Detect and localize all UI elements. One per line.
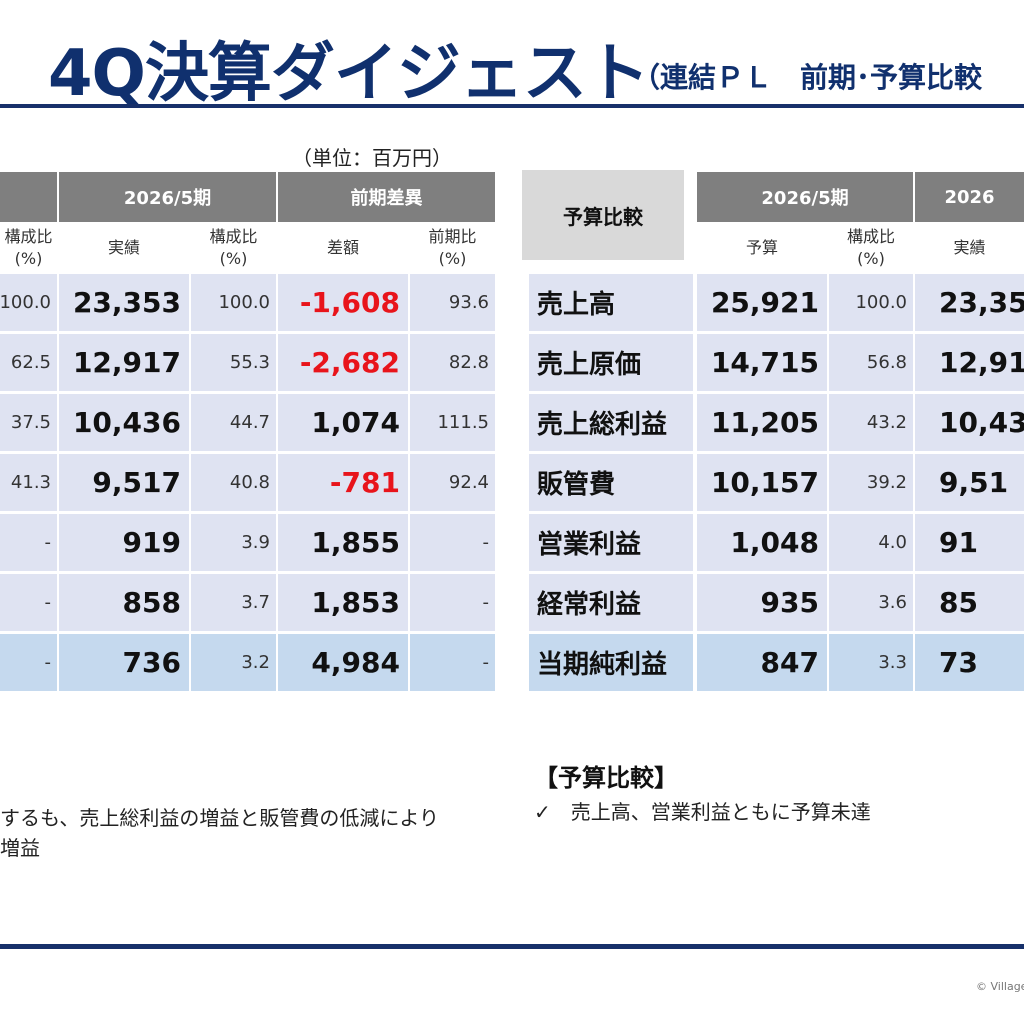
right-cell-label: 経常利益 [529, 574, 693, 631]
right-cell-budget: 847 [697, 634, 827, 691]
left-cell-prev-ratio: - [0, 514, 57, 571]
left-subheader-prev-ratio: 構成比 (%) [0, 224, 57, 272]
note-line-1: するも、売上総利益の増益と販管費の低減により [0, 806, 439, 830]
left-cell-actual: 12,917 [59, 334, 189, 391]
right-cell-budget: 10,157 [697, 454, 827, 511]
left-cell-prev-ratio: 37.5 [0, 394, 57, 451]
right-header-prev: 2026 [915, 172, 1024, 222]
left-subheader-ratio: 構成比 (%) [191, 224, 276, 272]
right-cell-label: 売上高 [529, 274, 693, 331]
right-cell-label: 営業利益 [529, 514, 693, 571]
left-cell-ratio: 3.9 [191, 514, 276, 571]
left-cell-yoy: - [410, 574, 495, 631]
left-cell-diff: -1,608 [278, 274, 408, 331]
left-cell-actual: 919 [59, 514, 189, 571]
left-header-prev [0, 172, 57, 222]
left-cell-ratio: 3.7 [191, 574, 276, 631]
right-cell-actual: 9,51 [915, 454, 1024, 511]
top-rule [0, 104, 1024, 108]
right-cell-actual: 10,43 [915, 394, 1024, 451]
right-cell-budget: 25,921 [697, 274, 827, 331]
unit-label: （単位：百万円） [292, 146, 452, 170]
left-cell-actual: 9,517 [59, 454, 189, 511]
right-cell-actual: 12,91 [915, 334, 1024, 391]
left-header-diff: 前期差異 [278, 172, 495, 222]
left-subheader-actual: 実績 [59, 224, 189, 272]
left-cell-prev-ratio: - [0, 574, 57, 631]
right-subheader-ratio: 構成比 (%) [829, 224, 913, 272]
left-cell-actual: 10,436 [59, 394, 189, 451]
right-cell-actual: 73 [915, 634, 1024, 691]
budget-corner-label: 予算比較 [522, 170, 684, 260]
right-cell-ratio: 43.2 [829, 394, 913, 451]
right-cell-actual: 23,35 [915, 274, 1024, 331]
left-cell-diff: 1,853 [278, 574, 408, 631]
right-cell-ratio: 100.0 [829, 274, 913, 331]
right-subheader-budget: 予算 [697, 224, 827, 272]
right-cell-ratio: 3.3 [829, 634, 913, 691]
right-cell-budget: 1,048 [697, 514, 827, 571]
left-cell-yoy: 111.5 [410, 394, 495, 451]
right-cell-ratio: 39.2 [829, 454, 913, 511]
left-header-2026: 2026/5期 [59, 172, 276, 222]
left-cell-actual: 23,353 [59, 274, 189, 331]
left-cell-diff: -781 [278, 454, 408, 511]
left-cell-prev-ratio: - [0, 634, 57, 691]
page-subtitle: （連結ＰＬ 前期･予算比較 [632, 61, 983, 94]
right-cell-label: 売上原価 [529, 334, 693, 391]
left-cell-actual: 858 [59, 574, 189, 631]
right-cell-budget: 935 [697, 574, 827, 631]
left-cell-yoy: - [410, 634, 495, 691]
left-cell-diff: -2,682 [278, 334, 408, 391]
left-cell-diff: 1,074 [278, 394, 408, 451]
right-subheader-actual: 実績 [915, 224, 1024, 272]
left-cell-prev-ratio: 41.3 [0, 454, 57, 511]
left-cell-yoy: 82.8 [410, 334, 495, 391]
right-cell-actual: 85 [915, 574, 1024, 631]
note-line-2: 増益 [0, 836, 40, 860]
bottom-rule [0, 944, 1024, 949]
left-cell-yoy: 92.4 [410, 454, 495, 511]
left-cell-actual: 736 [59, 634, 189, 691]
left-cell-ratio: 100.0 [191, 274, 276, 331]
left-cell-ratio: 44.7 [191, 394, 276, 451]
right-cell-ratio: 56.8 [829, 334, 913, 391]
right-cell-label: 売上総利益 [529, 394, 693, 451]
budget-note-item: ✓ 売上高、営業利益ともに予算未達 [534, 800, 871, 824]
right-header-2026: 2026/5期 [697, 172, 913, 222]
left-cell-ratio: 40.8 [191, 454, 276, 511]
budget-note-heading: 【予算比較】 [534, 764, 678, 792]
left-subheader-yoy: 前期比 (%) [410, 224, 495, 272]
copyright: © Village [976, 980, 1024, 993]
left-cell-diff: 1,855 [278, 514, 408, 571]
left-cell-ratio: 3.2 [191, 634, 276, 691]
right-cell-label: 販管費 [529, 454, 693, 511]
right-cell-budget: 11,205 [697, 394, 827, 451]
left-cell-diff: 4,984 [278, 634, 408, 691]
left-cell-prev-ratio: 62.5 [0, 334, 57, 391]
left-cell-ratio: 55.3 [191, 334, 276, 391]
right-cell-actual: 91 [915, 514, 1024, 571]
left-cell-yoy: - [410, 514, 495, 571]
left-cell-prev-ratio: 100.0 [0, 274, 57, 331]
left-subheader-diff: 差額 [278, 224, 408, 272]
right-cell-ratio: 4.0 [829, 514, 913, 571]
left-cell-yoy: 93.6 [410, 274, 495, 331]
page-title: 4Q決算ダイジェスト [48, 37, 650, 111]
right-cell-budget: 14,715 [697, 334, 827, 391]
right-cell-ratio: 3.6 [829, 574, 913, 631]
right-cell-label: 当期純利益 [529, 634, 693, 691]
